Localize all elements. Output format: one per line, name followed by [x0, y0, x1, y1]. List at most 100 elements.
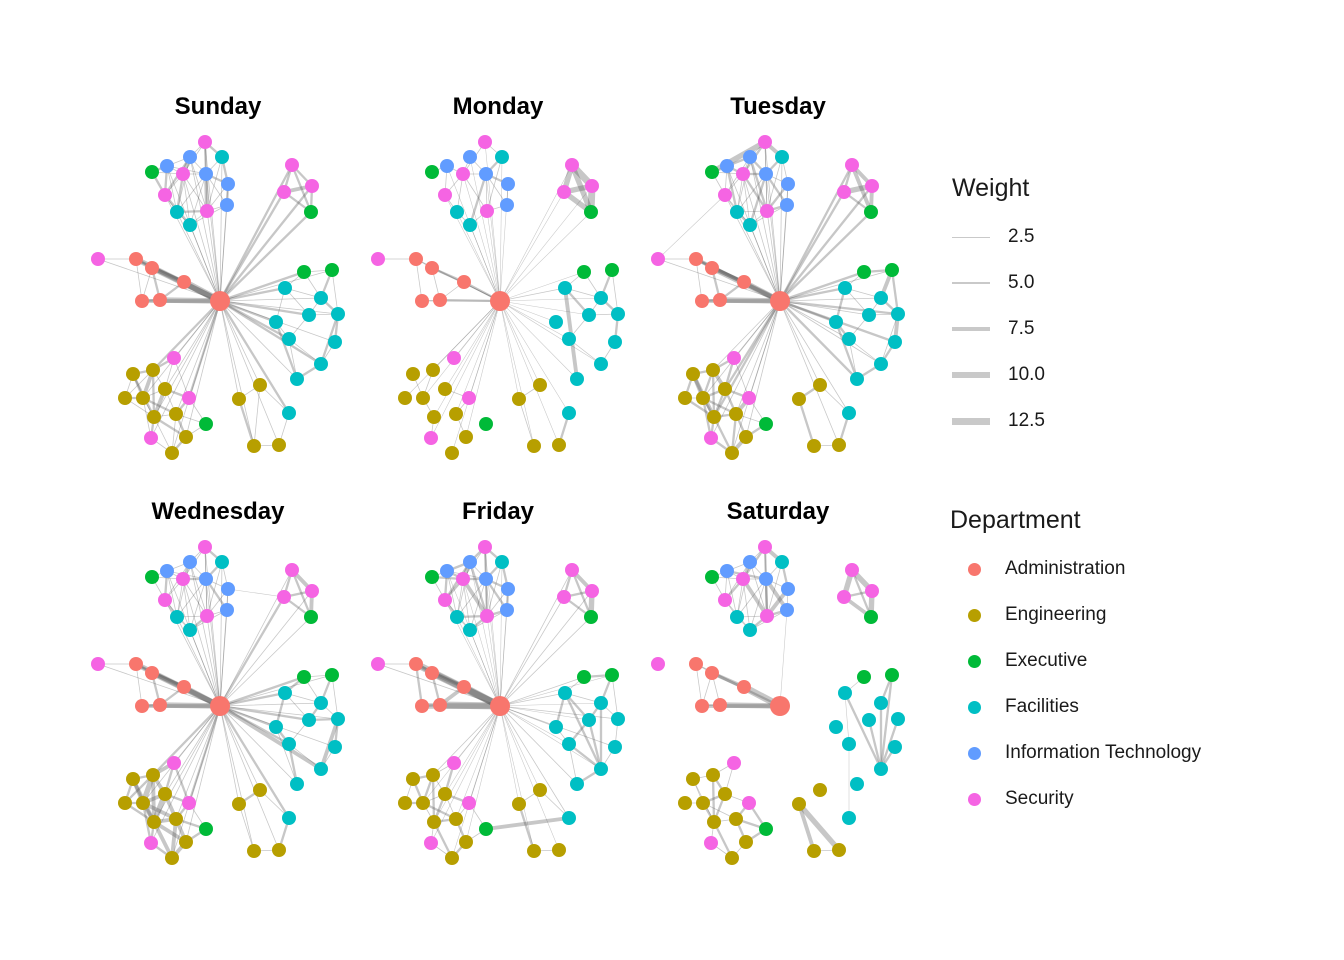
graph-node	[501, 177, 515, 191]
graph-edge	[150, 705, 221, 844]
graph-edge	[695, 663, 703, 707]
graph-edge	[736, 173, 767, 213]
graph-edge	[779, 300, 850, 340]
graph-edge	[499, 705, 570, 745]
department-legend-row: Executive	[950, 638, 1280, 684]
graph-node	[807, 844, 821, 858]
graph-edge	[499, 676, 585, 707]
graph-node	[686, 772, 700, 786]
graph-node	[565, 563, 579, 577]
department-legend-title: Department	[950, 506, 1081, 534]
graph-edge	[135, 663, 143, 707]
graph-node	[462, 391, 476, 405]
graph-node	[459, 835, 473, 849]
graph-edge	[219, 590, 313, 707]
graph-node	[678, 796, 692, 810]
graph-edge	[725, 164, 739, 214]
graph-edge	[485, 173, 501, 302]
graph-edge	[444, 705, 501, 795]
graph-node	[842, 406, 856, 420]
graph-edge	[176, 173, 207, 213]
graph-node	[305, 584, 319, 598]
graph-node	[406, 772, 420, 786]
graph-edge	[182, 578, 191, 631]
graph-node	[331, 307, 345, 321]
graph-node	[169, 812, 183, 826]
graph-node	[605, 668, 619, 682]
graph-node	[136, 796, 150, 810]
graph-edge	[726, 570, 738, 618]
graph-edge	[189, 173, 207, 226]
graph-edge	[189, 561, 208, 617]
graph-node	[146, 363, 160, 377]
department-legend-row: Engineering	[950, 592, 1280, 638]
graph-node	[457, 680, 471, 694]
graph-node	[445, 446, 459, 460]
graph-edge	[97, 663, 221, 707]
graph-edge	[219, 705, 280, 851]
graph-node	[695, 699, 709, 713]
graph-edge	[219, 561, 223, 707]
graph-edge	[499, 185, 593, 302]
graph-edge	[218, 691, 287, 708]
graph-node	[136, 391, 150, 405]
security-dot-icon	[968, 792, 981, 806]
graph-edge	[778, 184, 874, 303]
graph-node	[760, 609, 774, 623]
graph-node	[480, 204, 494, 218]
department-legend-row: Information Technology	[950, 730, 1280, 776]
graph-edge	[205, 173, 221, 302]
graph-edge	[469, 629, 501, 707]
graph-node	[850, 777, 864, 791]
graph-edge	[499, 300, 570, 414]
graph-node	[220, 603, 234, 617]
graph-edge	[218, 704, 291, 820]
graph-hub-node	[770, 291, 790, 311]
panel-title-sunday: Sunday	[175, 93, 262, 120]
graph-node	[651, 252, 665, 266]
graph-edge	[850, 163, 873, 214]
graph-edge	[219, 616, 312, 707]
graph-node	[725, 851, 739, 865]
graph-edge	[451, 300, 501, 454]
graph-node	[282, 332, 296, 346]
graph-node	[713, 698, 727, 712]
graph-node	[215, 555, 229, 569]
graph-edge	[404, 300, 501, 399]
graph-node	[183, 218, 197, 232]
graph-node	[433, 293, 447, 307]
graph-edge	[465, 300, 501, 438]
graph-node	[165, 851, 179, 865]
graph-node	[198, 135, 212, 149]
graph-node	[742, 796, 756, 810]
graph-node	[594, 762, 608, 776]
graph-node	[170, 610, 184, 624]
graph-node	[736, 167, 750, 181]
graph-edge	[219, 300, 255, 447]
graph-edge	[749, 561, 768, 617]
graph-edge	[499, 705, 520, 805]
graph-node	[743, 555, 757, 569]
graph-node	[775, 150, 789, 164]
graph-edge	[469, 561, 501, 707]
graph-edge	[430, 705, 501, 844]
graph-edge	[499, 300, 570, 340]
graph-node	[179, 835, 193, 849]
graph-node	[577, 265, 591, 279]
graph-edge	[879, 673, 894, 771]
graph-node	[594, 357, 608, 371]
graph-edge	[290, 163, 313, 214]
graph-node	[704, 836, 718, 850]
graph-edge	[499, 616, 592, 707]
graph-edge	[611, 674, 619, 720]
graph-edge	[206, 210, 221, 302]
graph-edge	[189, 578, 207, 631]
graph-node	[780, 603, 794, 617]
graph-edge	[779, 300, 882, 365]
graph-node	[857, 670, 871, 684]
graph-node	[500, 198, 514, 212]
graph-edge	[736, 156, 751, 213]
graph-node	[737, 680, 751, 694]
graph-node	[463, 623, 477, 637]
graph-node	[447, 756, 461, 770]
